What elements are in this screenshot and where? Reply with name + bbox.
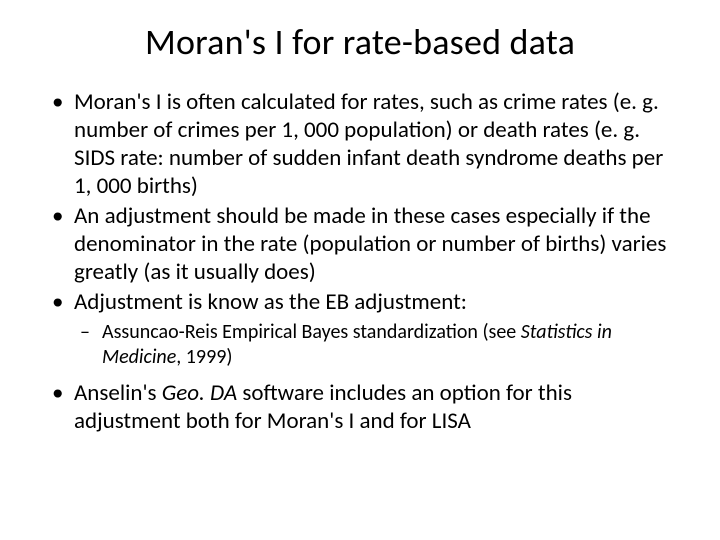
slide-title: Moran's I for rate-based data [48,20,672,64]
bullet-item: Adjustment is know as the EB adjustment: [48,288,672,316]
bullet-text: Moran's I is often calculated for rates,… [74,88,663,200]
bullet-italic: Geo. DA [162,379,237,407]
sub-suffix: , 1999) [176,345,232,369]
bullet-text: An adjustment should be made in these ca… [74,202,666,286]
bullet-text: Adjustment is know as the EB adjustment: [74,288,467,316]
sub-item: Assuncao-Reis Empirical Bayes standardiz… [48,320,672,369]
bullet-item: Anselin's Geo. DA software includes an o… [48,379,672,435]
bullet-list: Moran's I is often calculated for rates,… [48,88,672,316]
sub-prefix: Assuncao-Reis Empirical Bayes standardiz… [102,320,521,344]
bullet-item: Moran's I is often calculated for rates,… [48,88,672,200]
bullet-list-2: Anselin's Geo. DA software includes an o… [48,379,672,435]
bullet-item: An adjustment should be made in these ca… [48,202,672,286]
sub-list: Assuncao-Reis Empirical Bayes standardiz… [48,320,672,369]
bullet-prefix: Anselin's [74,379,162,407]
